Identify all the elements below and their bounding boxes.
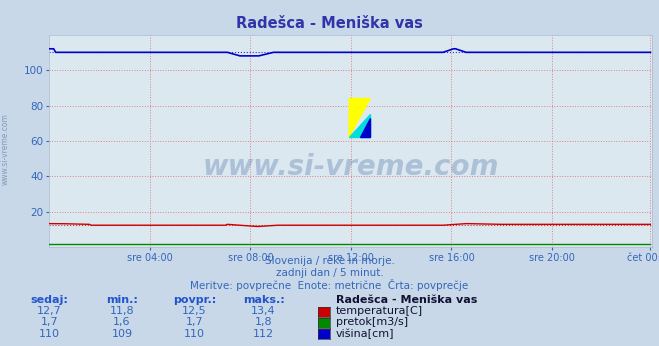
Text: 1,8: 1,8: [255, 318, 272, 327]
Text: 11,8: 11,8: [109, 307, 134, 316]
Text: Meritve: povprečne  Enote: metrične  Črta: povprečje: Meritve: povprečne Enote: metrične Črta:…: [190, 280, 469, 291]
Polygon shape: [349, 114, 370, 137]
Text: www.si-vreme.com: www.si-vreme.com: [1, 113, 10, 185]
Text: Slovenija / reke in morje.: Slovenija / reke in morje.: [264, 256, 395, 266]
Polygon shape: [349, 99, 370, 137]
Text: maks.:: maks.:: [243, 295, 285, 305]
Text: temperatura[C]: temperatura[C]: [336, 307, 423, 316]
Text: 1,7: 1,7: [41, 318, 58, 327]
Text: 12,7: 12,7: [37, 307, 62, 316]
Text: višina[cm]: višina[cm]: [336, 328, 395, 339]
Text: zadnji dan / 5 minut.: zadnji dan / 5 minut.: [275, 268, 384, 278]
Text: 1,6: 1,6: [113, 318, 130, 327]
Text: sedaj:: sedaj:: [30, 295, 69, 305]
Text: Radešca - Meniška vas: Radešca - Meniška vas: [236, 16, 423, 30]
Text: 110: 110: [39, 329, 60, 338]
Text: 109: 109: [111, 329, 132, 338]
Text: 1,7: 1,7: [186, 318, 203, 327]
Polygon shape: [360, 118, 370, 137]
Text: Radešca - Meniška vas: Radešca - Meniška vas: [336, 295, 478, 305]
Text: 110: 110: [184, 329, 205, 338]
Text: 12,5: 12,5: [182, 307, 207, 316]
Text: 13,4: 13,4: [251, 307, 276, 316]
Text: 112: 112: [253, 329, 274, 338]
Text: min.:: min.:: [106, 295, 138, 305]
Text: www.si-vreme.com: www.si-vreme.com: [203, 153, 499, 181]
Text: povpr.:: povpr.:: [173, 295, 216, 305]
Text: pretok[m3/s]: pretok[m3/s]: [336, 318, 408, 327]
